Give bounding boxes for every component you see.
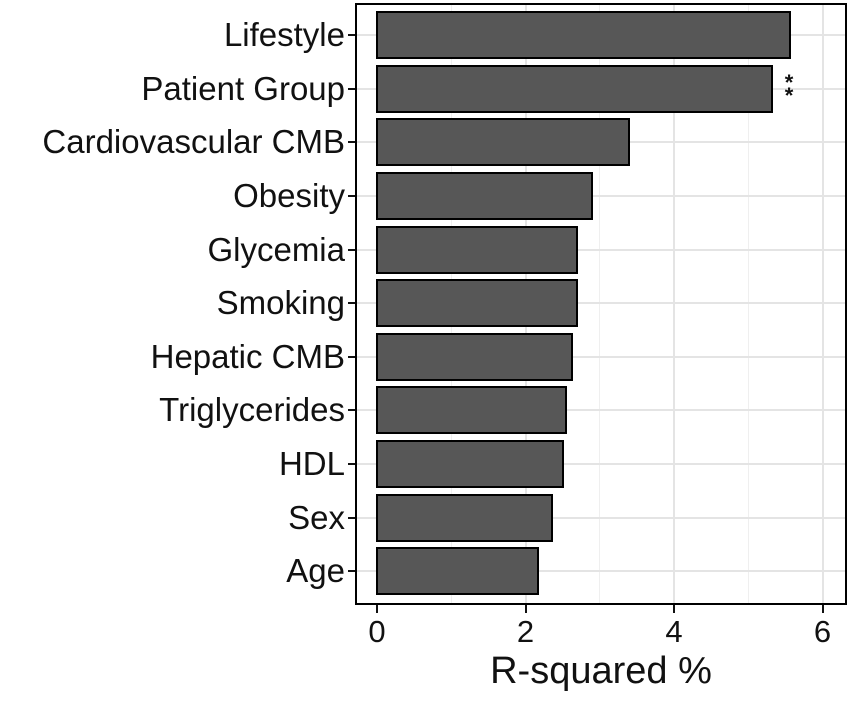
x-axis-tick-label: 6	[813, 614, 832, 649]
bar-age	[376, 547, 540, 596]
y-axis-label: Smoking	[216, 284, 345, 322]
y-axis-tick	[348, 516, 355, 519]
y-axis-label: Hepatic CMB	[150, 337, 345, 375]
bar-obesity	[376, 171, 594, 220]
y-axis-tick	[348, 409, 355, 412]
bar-glycemia	[376, 225, 579, 274]
grid-line-y	[357, 516, 845, 519]
bar-patient-group	[376, 64, 773, 113]
grid-line-y	[357, 570, 845, 573]
y-axis-tick	[348, 248, 355, 251]
bar-smoking	[376, 279, 578, 328]
bar-lifestyle	[376, 11, 791, 59]
x-axis-tick-label: 2	[516, 614, 535, 649]
bar-hepatic-cmb	[376, 332, 573, 381]
x-axis-tick	[524, 605, 527, 613]
plot-panel: * *	[355, 3, 847, 605]
y-axis-tick	[348, 302, 355, 305]
x-axis-title: R-squared %	[490, 650, 712, 692]
x-axis-tick	[821, 605, 824, 613]
y-axis-label: Triglycerides	[159, 391, 345, 429]
y-axis-tick	[348, 141, 355, 144]
grid-line-y	[357, 302, 845, 305]
y-axis-tick	[348, 194, 355, 197]
y-axis-tick	[348, 355, 355, 358]
grid-line-y	[357, 355, 845, 358]
y-axis-label: Obesity	[233, 176, 345, 214]
grid-line-y	[357, 409, 845, 412]
y-axis-label: Patient Group	[141, 69, 345, 107]
grid-line-y	[357, 463, 845, 466]
x-axis-tick-label: 0	[368, 614, 386, 649]
y-axis-tick	[348, 570, 355, 573]
grid-line-y	[357, 194, 845, 197]
significance-annotation: * *	[784, 69, 794, 108]
y-axis-tick	[348, 87, 355, 90]
x-axis-tick	[673, 605, 675, 613]
y-axis-label: HDL	[278, 445, 345, 483]
grid-line-y	[357, 248, 845, 251]
y-axis-label: Age	[286, 552, 345, 590]
y-axis-tick	[348, 34, 355, 36]
bar-sex	[376, 493, 554, 542]
y-axis-label: Cardiovascular CMB	[42, 123, 345, 161]
y-axis-tick	[348, 463, 355, 466]
y-axis-label: Glycemia	[207, 230, 345, 268]
bar-triglycerides	[376, 386, 567, 435]
y-axis-label: Lifestyle	[223, 16, 345, 53]
y-axis-label: Sex	[288, 498, 345, 536]
bar-cardiovascular-cmb	[376, 118, 631, 167]
bar-hdl	[376, 440, 564, 489]
x-axis-tick-label: 4	[665, 614, 683, 649]
x-axis-tick	[376, 605, 378, 613]
